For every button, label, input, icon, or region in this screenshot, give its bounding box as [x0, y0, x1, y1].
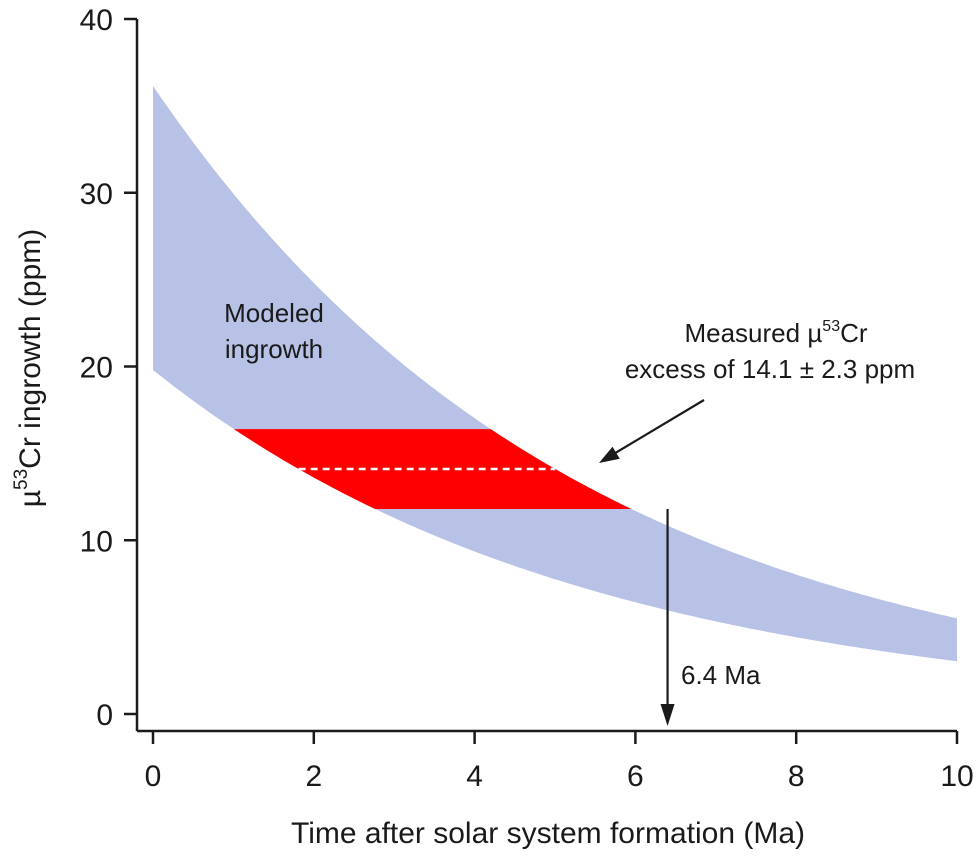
age-label: 6.4 Ma	[681, 660, 761, 690]
y-tick-label: 10	[80, 525, 113, 558]
x-tick-label: 0	[145, 760, 162, 793]
modeled-ingrowth-label-line1: Modeled	[224, 298, 324, 328]
x-tick-label: 2	[305, 760, 322, 793]
x-axis-title: Time after solar system formation (Ma)	[291, 817, 805, 850]
measured-label-line2: excess of 14.1 ± 2.3 ppm	[625, 354, 915, 384]
modeled-ingrowth-band	[153, 86, 957, 662]
x-tick-label: 8	[788, 760, 805, 793]
age-arrowhead	[660, 704, 675, 726]
measured-pointer-arrow	[611, 399, 705, 456]
y-axis-title-mu: µ	[14, 490, 47, 507]
y-axis-title: µ53Cr ingrowth (ppm)	[11, 229, 47, 508]
y-tick-label: 0	[96, 699, 113, 732]
measured-label-suffix: Cr	[840, 318, 868, 348]
y-axis-title-rest: Cr ingrowth (ppm)	[14, 229, 47, 469]
y-tick-label: 40	[80, 4, 113, 37]
plot-area	[153, 86, 957, 662]
y-tick-label: 30	[80, 178, 113, 211]
axes: 0 2 4 6 8 10 0 10 20 30 40	[80, 4, 974, 793]
x-tick-label: 4	[466, 760, 483, 793]
measured-label-superscript: 53	[822, 318, 840, 335]
x-ticks: 0 2 4 6 8 10	[145, 731, 974, 793]
measured-pointer-arrowhead	[599, 446, 620, 463]
y-axis-title-superscript: 53	[11, 469, 32, 490]
x-tick-label: 6	[627, 760, 644, 793]
modeled-ingrowth-label-line2: ingrowth	[225, 334, 323, 364]
y-tick-label: 20	[80, 352, 113, 385]
measured-label-line1: Measured µ53Cr	[684, 318, 867, 348]
y-ticks: 0 10 20 30 40	[80, 4, 137, 732]
x-tick-label: 10	[940, 760, 973, 793]
measured-label-mu: µ	[807, 318, 822, 348]
measured-label-prefix: Measured	[684, 318, 807, 348]
